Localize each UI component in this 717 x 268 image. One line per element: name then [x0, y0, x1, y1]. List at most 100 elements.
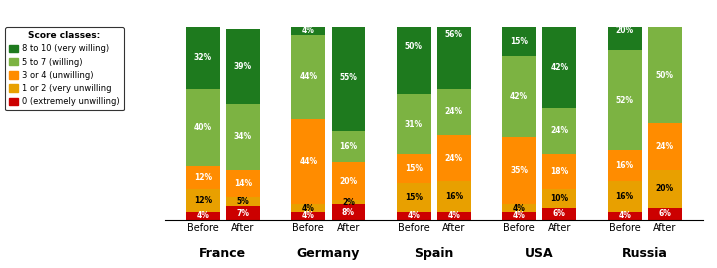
Text: 12%: 12% [194, 173, 212, 182]
Bar [542, 108, 576, 154]
Text: Spain: Spain [414, 247, 453, 260]
Bar [542, 189, 576, 208]
Bar [397, 183, 431, 212]
Text: 15%: 15% [511, 37, 528, 46]
Bar [648, 123, 682, 170]
Text: 32%: 32% [194, 53, 212, 62]
Bar [226, 29, 260, 104]
Bar [503, 204, 536, 212]
Text: 55%: 55% [339, 73, 357, 83]
Bar [608, 11, 642, 50]
Text: 6%: 6% [658, 210, 671, 218]
Text: 16%: 16% [616, 161, 634, 170]
Bar [648, 27, 682, 123]
Bar [186, 212, 219, 220]
Text: 8%: 8% [658, 14, 671, 24]
Bar [186, 166, 219, 189]
Text: 4%: 4% [407, 211, 420, 220]
Bar [186, 189, 219, 212]
Bar [291, 35, 326, 120]
Bar [648, 11, 682, 27]
Bar [542, 27, 576, 108]
Bar [503, 137, 536, 204]
Text: 20%: 20% [339, 177, 358, 186]
Bar [397, 0, 431, 94]
Text: 10%: 10% [550, 194, 569, 203]
Text: France: France [199, 247, 247, 260]
Bar [503, 212, 536, 220]
Bar [291, 27, 326, 35]
Text: Russia: Russia [622, 247, 668, 260]
Text: 24%: 24% [445, 154, 463, 162]
Bar [503, 27, 536, 56]
Text: 4%: 4% [513, 211, 526, 220]
Bar [542, 208, 576, 220]
Text: 35%: 35% [511, 166, 528, 175]
Bar [542, 154, 576, 189]
Bar [397, 94, 431, 154]
Text: 15%: 15% [405, 164, 423, 173]
Bar [608, 212, 642, 220]
Text: 31%: 31% [404, 120, 423, 129]
Text: 4%: 4% [302, 26, 315, 35]
Text: 20%: 20% [655, 184, 674, 193]
Text: 4%: 4% [302, 204, 315, 213]
Text: 4%: 4% [513, 204, 526, 213]
Bar [331, 204, 365, 220]
Text: 4%: 4% [302, 211, 315, 220]
Bar [437, 88, 470, 135]
Bar [186, 27, 219, 88]
Bar [331, 25, 365, 131]
Text: 16%: 16% [445, 192, 463, 201]
Text: 4%: 4% [447, 211, 460, 220]
Text: USA: USA [525, 247, 554, 260]
Legend: 8 to 10 (very willing), 5 to 7 (willing), 3 or 4 (unwilling), 1 or 2 (very unwil: 8 to 10 (very willing), 5 to 7 (willing)… [5, 27, 123, 110]
Text: 16%: 16% [339, 142, 358, 151]
Bar [331, 162, 365, 200]
Text: 52%: 52% [616, 96, 634, 105]
Bar [648, 208, 682, 220]
Bar [503, 56, 536, 137]
Text: 18%: 18% [550, 167, 569, 176]
Text: 2%: 2% [342, 198, 355, 207]
Text: 44%: 44% [299, 157, 318, 166]
Bar [226, 206, 260, 220]
Bar [226, 197, 260, 206]
Text: 8%: 8% [342, 207, 355, 217]
Bar [437, 135, 470, 181]
Text: 20%: 20% [616, 26, 634, 35]
Text: 39%: 39% [234, 62, 252, 71]
Bar [226, 104, 260, 170]
Bar [608, 181, 642, 212]
Bar [291, 204, 326, 212]
Bar [331, 200, 365, 204]
Text: 40%: 40% [194, 123, 212, 132]
Text: 34%: 34% [234, 132, 252, 141]
Text: 5%: 5% [237, 197, 250, 206]
Text: 6%: 6% [553, 210, 566, 218]
Bar [437, 181, 470, 212]
Bar [397, 154, 431, 183]
Text: 7%: 7% [237, 209, 250, 218]
Text: 16%: 16% [616, 192, 634, 201]
Text: 24%: 24% [550, 126, 569, 136]
Text: 12%: 12% [194, 196, 212, 205]
Text: 15%: 15% [405, 193, 423, 202]
Text: 42%: 42% [510, 92, 528, 101]
Bar [186, 88, 219, 166]
Text: 24%: 24% [445, 107, 463, 116]
Text: 42%: 42% [550, 63, 569, 72]
Text: Germany: Germany [297, 247, 360, 260]
Text: 4%: 4% [196, 211, 209, 220]
Bar [608, 150, 642, 181]
Bar [397, 212, 431, 220]
Bar [291, 212, 326, 220]
Text: 24%: 24% [655, 142, 674, 151]
Bar [648, 170, 682, 208]
Text: 4%: 4% [618, 211, 631, 220]
Text: 50%: 50% [656, 70, 674, 80]
Bar [437, 0, 470, 88]
Text: 14%: 14% [234, 178, 252, 188]
Bar [291, 120, 326, 204]
Text: 44%: 44% [299, 72, 318, 81]
